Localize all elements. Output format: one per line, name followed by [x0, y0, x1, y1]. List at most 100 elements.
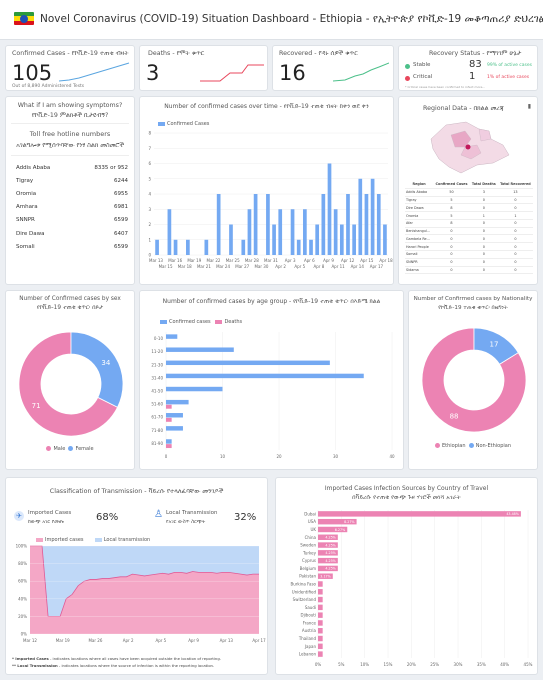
sources-card[interactable]: Imported Cases Infection Sources by Coun… — [275, 477, 538, 675]
person-icon: ♙ — [154, 509, 163, 520]
nationality-card[interactable]: Number of Confirmed cases by Nationality… — [408, 290, 538, 470]
timeline-bar[interactable] — [346, 194, 350, 255]
source-bar[interactable] — [318, 620, 323, 626]
source-bar-label: 4.25% — [325, 559, 335, 563]
timeline-bar[interactable] — [309, 239, 313, 255]
timeline-bar[interactable] — [272, 224, 276, 256]
expand-icon[interactable]: ▮ — [527, 103, 531, 110]
recovered-card[interactable]: Recovered - የዳኑ ሰዎች ቁጥር 16 — [272, 45, 394, 91]
regional-title: Regional Data - በክልል መረጃ — [423, 105, 504, 112]
timeline-bar[interactable] — [278, 209, 283, 255]
recovery-status-card[interactable]: Recovery Status - የማገገም ሁኔታ Stable 83 99… — [398, 45, 538, 91]
timeline-bar[interactable] — [303, 209, 307, 255]
timeline-bar[interactable] — [296, 239, 301, 255]
hotline-number[interactable]: 6599 — [114, 217, 128, 224]
timeline-bar[interactable] — [376, 194, 381, 255]
source-bar-label: 6.27% — [335, 528, 345, 532]
hotline-number[interactable]: 6599 — [114, 243, 128, 250]
source-bar[interactable] — [318, 526, 348, 533]
source-bar[interactable] — [318, 518, 357, 525]
timeline-bar[interactable] — [186, 239, 190, 255]
age-bar-deaths[interactable] — [166, 404, 172, 409]
age-bar-confirmed[interactable] — [166, 347, 234, 352]
source-bar[interactable] — [318, 589, 323, 595]
source-bar[interactable] — [318, 643, 323, 650]
timeline-bar[interactable] — [266, 194, 270, 255]
source-bar[interactable] — [318, 542, 338, 548]
timeline-bar[interactable] — [229, 224, 233, 256]
source-bar[interactable] — [318, 604, 323, 611]
timeline-card[interactable]: Number of confirmed cases over time - የኮ… — [139, 96, 394, 285]
age-bar-confirmed[interactable] — [166, 373, 364, 379]
source-bar[interactable] — [318, 628, 323, 634]
hotline-number[interactable]: 8335 or 952 — [94, 164, 128, 171]
donut-slice[interactable] — [70, 331, 124, 408]
confirmed-card[interactable]: Confirmed Cases - የኮቪድ-19 ተጠቂ ብዛት 105 Ou… — [5, 45, 135, 91]
timeline-bar[interactable] — [167, 209, 172, 255]
source-bar[interactable] — [318, 557, 338, 564]
regional-cell: Tigray — [406, 197, 417, 202]
age-card[interactable]: Number of confirmed cases by age group -… — [139, 290, 404, 470]
timeline-bar[interactable] — [383, 224, 387, 256]
age-bar-deaths[interactable] — [166, 444, 172, 449]
transmission-card[interactable]: Classification of Transmission - ቫይረሱ የተ… — [5, 477, 268, 675]
hotline-card[interactable]: What if I am showing symptoms? የኮቪድ-19 ም… — [5, 96, 135, 285]
timeline-bar[interactable] — [370, 178, 375, 255]
hotline-number[interactable]: 6407 — [114, 230, 128, 237]
source-bar[interactable] — [318, 565, 338, 572]
source-bar[interactable] — [318, 596, 323, 603]
hotline-number[interactable]: 6981 — [114, 204, 128, 211]
age-bar-confirmed[interactable] — [166, 413, 183, 418]
hotline-number[interactable]: 6244 — [114, 177, 128, 184]
hotline-number[interactable]: 6955 — [114, 190, 128, 197]
regional-card[interactable]: Regional Data - በክልል መረጃ ▮ Region Confirm… — [398, 96, 538, 285]
timeline-bar[interactable] — [253, 194, 258, 255]
source-bar[interactable] — [318, 612, 323, 618]
source-bar[interactable] — [318, 550, 338, 556]
timeline-bar[interactable] — [358, 178, 363, 255]
regional-cell: 0 — [482, 267, 485, 272]
timeline-bar[interactable] — [204, 239, 209, 255]
timeline-bar[interactable] — [216, 194, 221, 255]
timeline-bar[interactable] — [155, 239, 159, 255]
source-bar[interactable] — [318, 511, 521, 517]
timeline-bar[interactable] — [352, 224, 356, 256]
timeline-bar[interactable] — [321, 194, 326, 255]
timeline-bar[interactable] — [241, 239, 246, 255]
source-bar[interactable] — [318, 581, 323, 587]
age-bar-confirmed[interactable] — [166, 386, 223, 392]
age-bar-confirmed[interactable] — [166, 399, 189, 405]
timeline-bar[interactable] — [333, 209, 338, 255]
source-bar[interactable] — [318, 534, 338, 540]
y-tick: 71-80 — [151, 428, 163, 433]
imported-pct: 68% — [96, 512, 119, 523]
timeline-bar[interactable] — [173, 239, 178, 255]
regional-col-header[interactable]: Total Deaths — [471, 182, 496, 187]
age-bar-confirmed[interactable] — [166, 360, 330, 366]
y-tick: Switzerland — [293, 597, 317, 602]
source-bar[interactable] — [318, 651, 323, 657]
timeline-bar[interactable] — [247, 209, 252, 255]
timeline-bar[interactable] — [364, 194, 369, 255]
donut-slice[interactable] — [473, 327, 519, 365]
timeline-bar[interactable] — [290, 209, 295, 255]
timeline-bar[interactable] — [339, 224, 344, 256]
sex-card[interactable]: Number of Confirmed cases by sex የኮቪድ-19… — [5, 290, 135, 470]
age-bar-confirmed[interactable] — [166, 439, 172, 444]
age-bar-confirmed[interactable] — [166, 334, 178, 339]
regional-col-header[interactable]: Region — [412, 182, 426, 187]
timeline-bar[interactable] — [315, 224, 320, 256]
deaths-card[interactable]: Deaths - የሞት ቁጥር 3 — [139, 45, 268, 91]
y-tick: 3 — [148, 207, 151, 212]
regional-col-header[interactable]: Confirmed Cases — [435, 182, 468, 187]
donut-slice[interactable] — [18, 331, 119, 437]
age-bar-confirmed[interactable] — [166, 426, 183, 431]
x-tick: Mar 18 — [178, 264, 192, 269]
regional-col-header[interactable]: Total Recovered — [500, 182, 531, 187]
donut-slice[interactable] — [421, 327, 527, 433]
timeline-bar[interactable] — [327, 163, 332, 256]
age-legend: Confirmed cases Deaths — [160, 319, 242, 325]
source-bar[interactable] — [318, 573, 333, 579]
source-bar[interactable] — [318, 635, 323, 642]
age-bar-deaths[interactable] — [166, 417, 172, 422]
